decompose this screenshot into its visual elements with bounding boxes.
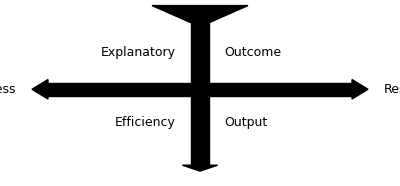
Polygon shape bbox=[191, 89, 209, 165]
Polygon shape bbox=[352, 80, 368, 99]
Text: Process: Process bbox=[0, 83, 16, 96]
Text: Efficiency: Efficiency bbox=[115, 116, 176, 129]
Polygon shape bbox=[193, 81, 207, 98]
Polygon shape bbox=[32, 80, 48, 99]
Text: Outcome: Outcome bbox=[224, 46, 281, 59]
Text: Output: Output bbox=[224, 116, 267, 129]
Polygon shape bbox=[191, 22, 209, 89]
Polygon shape bbox=[152, 6, 248, 22]
Polygon shape bbox=[182, 165, 218, 171]
Text: Result: Result bbox=[384, 83, 400, 96]
Text: Explanatory: Explanatory bbox=[101, 46, 176, 59]
Polygon shape bbox=[48, 83, 352, 96]
